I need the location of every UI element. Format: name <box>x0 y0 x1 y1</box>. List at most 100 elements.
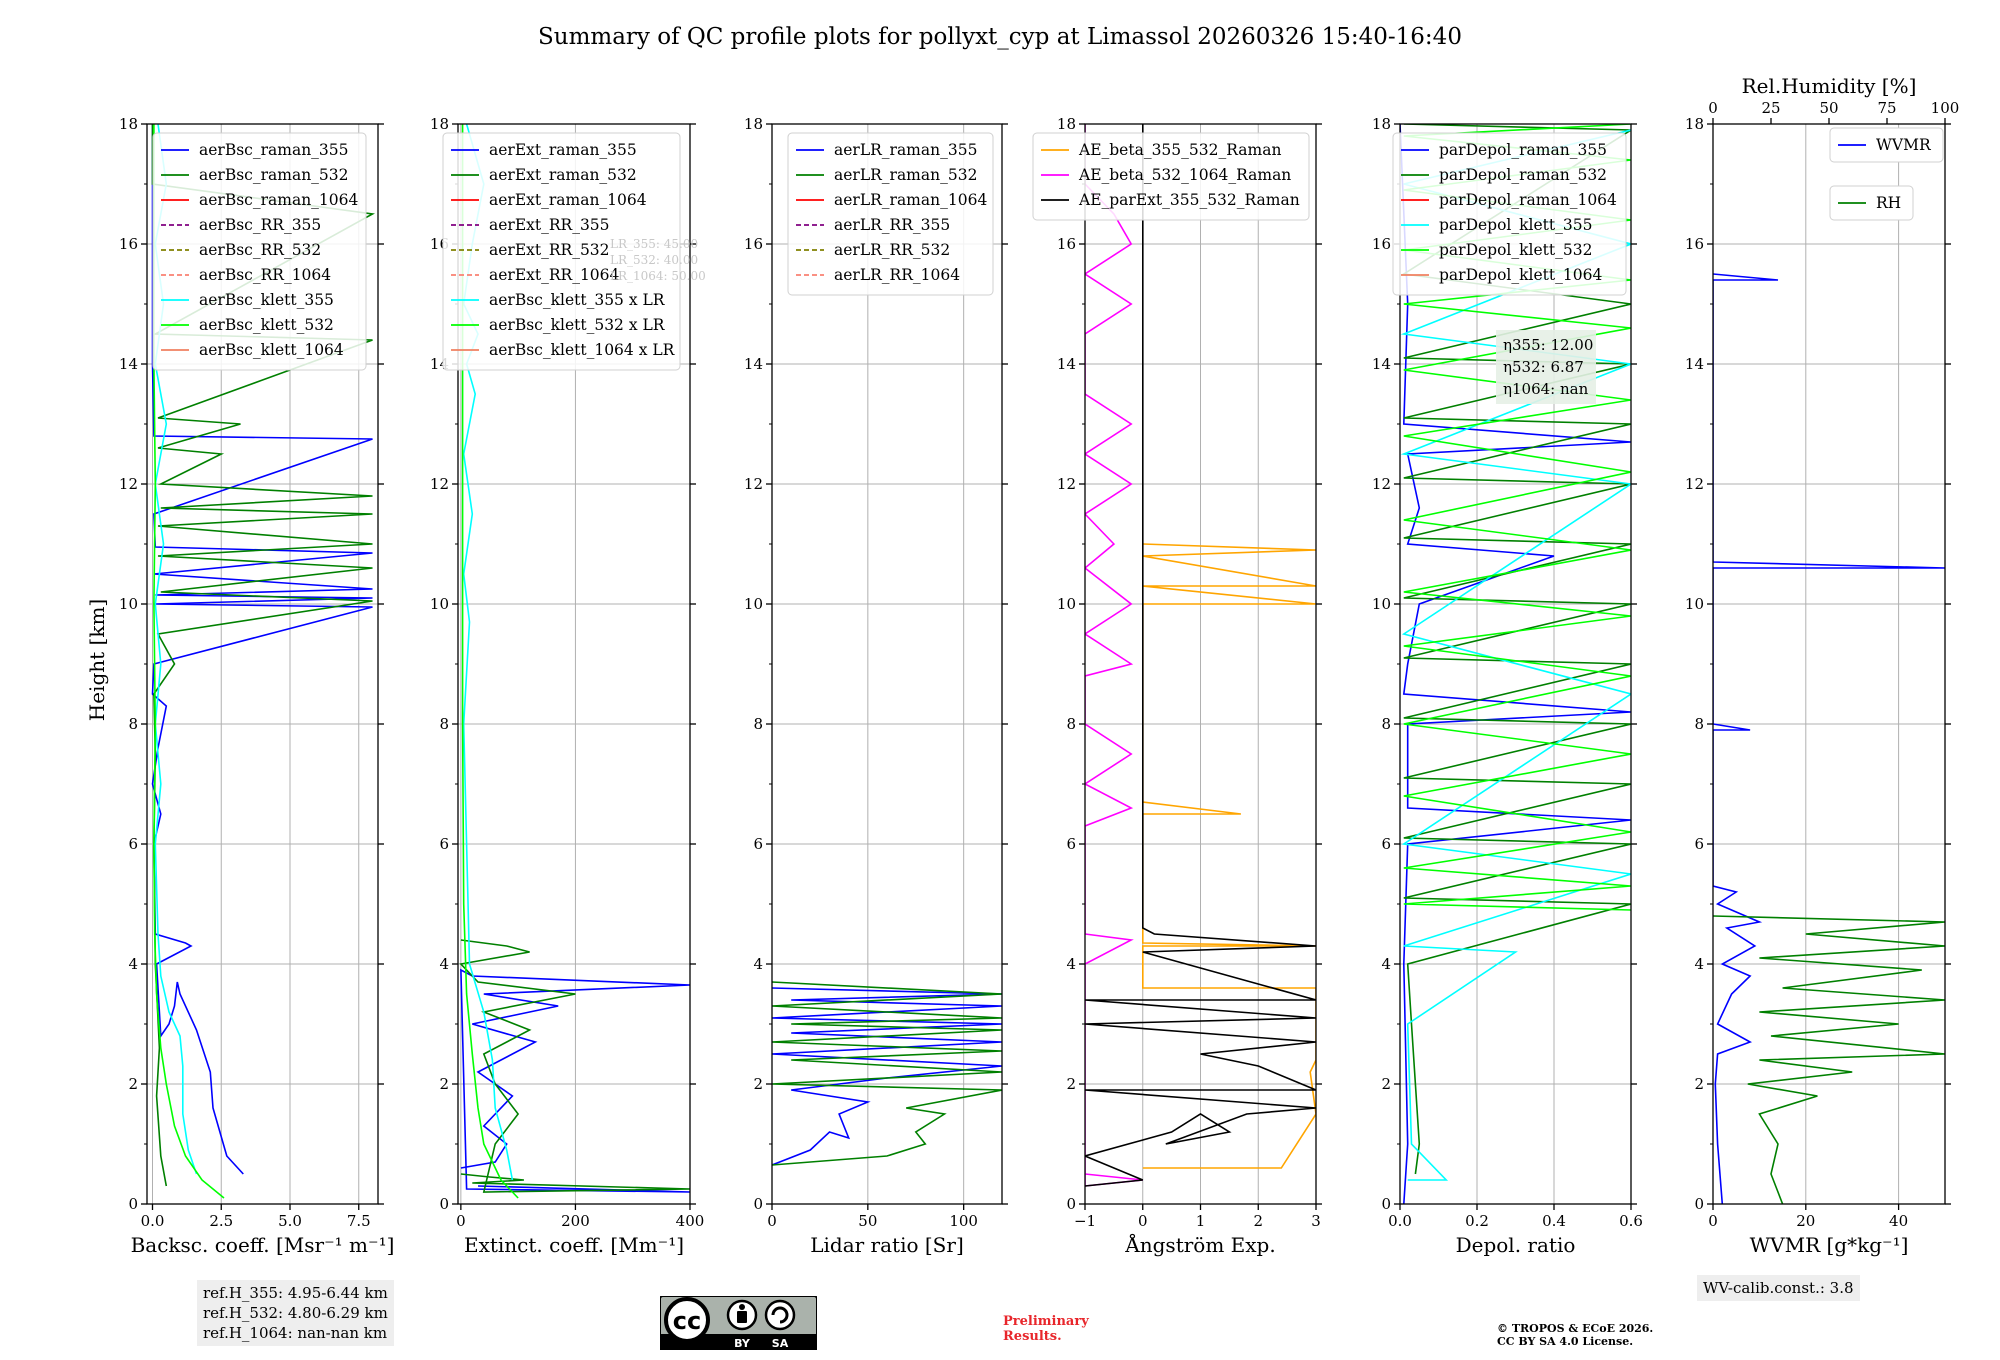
y-tick-label: 10 <box>1372 595 1391 613</box>
y-axis-label: Height [km] <box>85 599 109 721</box>
y-tick-label: 18 <box>1057 115 1076 133</box>
legend-box <box>1032 132 1310 221</box>
y-tick-label: 0 <box>753 1195 763 1213</box>
y-tick-label: 6 <box>1066 835 1076 853</box>
x-tick-label: 0.2 <box>1465 1212 1489 1230</box>
ref-height-532: ref.H_532: 4.80-6.29 km <box>203 1304 388 1322</box>
y-tick-label: 2 <box>439 1075 449 1093</box>
y-tick-label: 4 <box>1694 955 1704 973</box>
x-axis-label: Ångström Exp. <box>1124 1232 1275 1257</box>
top-x-tick-label: 50 <box>1819 99 1838 117</box>
y-tick-label: 2 <box>1694 1075 1704 1093</box>
x-tick-label: 0 <box>456 1212 466 1230</box>
y-tick-label: 16 <box>1057 235 1076 253</box>
legend-entry: AE_beta_355_532_Raman <box>1078 141 1281 159</box>
legend-entry: RH <box>1876 194 1901 212</box>
legend-box <box>1829 185 1914 221</box>
y-tick-label: 10 <box>1057 595 1076 613</box>
y-tick-label: 0 <box>1066 1195 1076 1213</box>
y-tick-label: 14 <box>744 355 763 373</box>
x-tick-label: 1 <box>1196 1212 1206 1230</box>
y-tick-label: 10 <box>744 595 763 613</box>
top-x-axis-label: Rel.Humidity [%] <box>1742 74 1917 98</box>
x-axis-label: Extinct. coeff. [Mm⁻¹] <box>464 1233 684 1257</box>
series-parDepol_klett_355 <box>1400 129 1631 1181</box>
x-tick-label: 0 <box>1138 1212 1148 1230</box>
legend-entry: aerExt_RR_532 <box>489 241 610 259</box>
y-tick-label: 18 <box>744 115 763 133</box>
series-AE_parExt_355_532_Raman <box>1085 124 1316 1187</box>
y-tick-label: 4 <box>128 955 138 973</box>
y-tick-label: 16 <box>1685 235 1704 253</box>
lr-annotation: LR_532: 40.00 <box>610 253 698 267</box>
series-aerExt_raman_355 <box>460 968 690 1193</box>
y-tick-label: 12 <box>1057 475 1076 493</box>
x-tick-label: 3 <box>1311 1212 1321 1230</box>
legend-entry: AE_beta_532_1064_Raman <box>1078 166 1291 184</box>
legend-entry: AE_parExt_355_532_Raman <box>1078 191 1300 209</box>
series-group <box>772 981 1002 1166</box>
y-tick-label: 12 <box>1372 475 1391 493</box>
y-tick-label: 6 <box>439 835 449 853</box>
legend-entry: aerBsc_klett_1064 <box>199 341 344 359</box>
y-tick-label: 16 <box>744 235 763 253</box>
x-tick-label: 0.6 <box>1619 1212 1643 1230</box>
legend-entry: aerBsc_RR_532 <box>199 241 321 259</box>
eta-annotation: η355: 12.00 <box>1503 336 1593 354</box>
legend-entry: aerExt_raman_532 <box>489 166 637 184</box>
preliminary-results-note: Preliminary Results. <box>1003 1314 1089 1344</box>
y-tick-label: 16 <box>1372 235 1391 253</box>
y-tick-label: 2 <box>1381 1075 1391 1093</box>
series-RH <box>1713 915 1945 1204</box>
x-axis-label: Lidar ratio [Sr] <box>810 1233 964 1257</box>
legend-entry: parDepol_klett_355 <box>1439 216 1592 234</box>
y-tick-label: 0 <box>1694 1195 1704 1213</box>
y-tick-label: 4 <box>439 955 449 973</box>
x-tick-label: 7.5 <box>347 1212 371 1230</box>
x-tick-label: 2.5 <box>209 1212 233 1230</box>
y-tick-label: 0 <box>128 1195 138 1213</box>
x-tick-label: 50 <box>858 1212 877 1230</box>
legend-entry: parDepol_klett_1064 <box>1439 266 1602 284</box>
x-tick-label: 5.0 <box>278 1212 302 1230</box>
lr-annotation: LR_1064: 50.00 <box>610 269 706 283</box>
y-tick-label: 2 <box>753 1075 763 1093</box>
y-tick-label: 18 <box>1685 115 1704 133</box>
y-tick-label: 8 <box>439 715 449 733</box>
legend-entry: aerExt_RR_1064 <box>489 266 620 284</box>
y-tick-label: 18 <box>1372 115 1391 133</box>
legend-entry: aerExt_raman_1064 <box>489 191 647 209</box>
panel-3: 0 2 4 6 8 10 12 14 16 18 0 50 100 Lidar ratio [Sr] aer… <box>744 115 1008 1257</box>
preliminary-line-1: Preliminary <box>1003 1314 1089 1329</box>
legend-entry: aerBsc_klett_1064 x LR <box>489 341 676 359</box>
series-AE_beta_355_532_Raman <box>1142 543 1316 1169</box>
y-tick-label: 8 <box>1694 715 1704 733</box>
figure-title: Summary of QC profile plots for pollyxt_… <box>538 24 1462 50</box>
x-axis-label: WVMR [g*kg⁻¹] <box>1750 1233 1909 1257</box>
y-tick-label: 8 <box>128 715 138 733</box>
y-tick-label: 14 <box>1057 355 1076 373</box>
x-tick-label: 0 <box>1708 1212 1718 1230</box>
y-tick-label: 12 <box>119 475 138 493</box>
lr-annotation: LR_355: 45.00 <box>610 237 698 251</box>
y-tick-label: 12 <box>430 475 449 493</box>
ref-height-1064: ref.H_1064: nan-nan km <box>203 1324 388 1342</box>
legend-entry: aerBsc_klett_355 x LR <box>489 291 666 309</box>
reference-heights-box: ref.H_355: 4.95-6.44 km ref.H_532: 4.80-… <box>197 1280 394 1346</box>
y-tick-label: 18 <box>430 115 449 133</box>
y-tick-label: 16 <box>119 235 138 253</box>
cc-sa-label: SA <box>772 1337 789 1350</box>
cc-by-label: BY <box>734 1337 751 1350</box>
legend-entry: aerLR_RR_532 <box>834 241 950 259</box>
legend-entry: aerLR_RR_1064 <box>834 266 960 284</box>
legend-box <box>152 132 367 371</box>
top-x-tick-label: 0 <box>1708 99 1718 117</box>
y-tick-label: 10 <box>119 595 138 613</box>
y-tick-label: 4 <box>1381 955 1391 973</box>
top-x-tick-label: 75 <box>1877 99 1896 117</box>
series-aerLR_raman_355 <box>772 987 1002 1166</box>
